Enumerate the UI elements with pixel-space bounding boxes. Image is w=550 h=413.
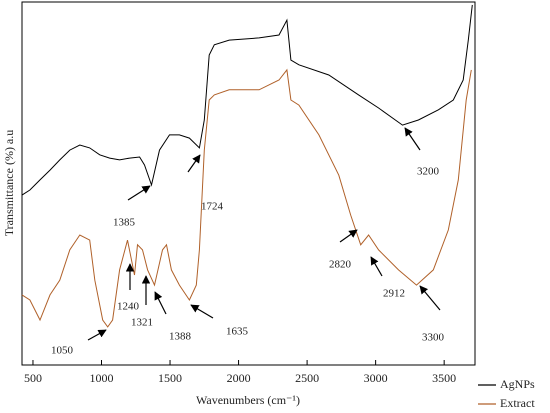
x-tick-label: 500 bbox=[24, 371, 42, 385]
annotation: 1321 bbox=[131, 317, 153, 329]
x-tick-label: 2000 bbox=[227, 371, 251, 385]
legend-label: Extract bbox=[500, 396, 535, 410]
annotation: 1635 bbox=[226, 326, 249, 338]
x-tick-label: 1500 bbox=[158, 371, 182, 385]
annotation: 2912 bbox=[383, 288, 405, 300]
annotation-arrow bbox=[419, 285, 441, 311]
annotation: 1385 bbox=[113, 217, 136, 229]
annotation: 2820 bbox=[329, 259, 352, 271]
annotation-arrow bbox=[154, 291, 167, 315]
annotation: 3200 bbox=[417, 166, 440, 178]
legend-label: AgNPs bbox=[500, 377, 535, 391]
x-tick-label: 3000 bbox=[364, 371, 388, 385]
annotation-arrow bbox=[339, 229, 358, 243]
x-tick-label: 1000 bbox=[89, 371, 113, 385]
x-tick-label: 3500 bbox=[432, 371, 456, 385]
annotation: 1050 bbox=[51, 345, 74, 357]
annotation: 3300 bbox=[422, 332, 445, 344]
annotation-arrow bbox=[187, 154, 201, 173]
annotation-arrow bbox=[404, 127, 421, 151]
x-tick-label: 2500 bbox=[295, 371, 319, 385]
annotation: 1388 bbox=[169, 331, 192, 343]
annotation: 1240 bbox=[117, 301, 140, 313]
annotation-arrow bbox=[87, 329, 107, 341]
annotation-arrow bbox=[127, 185, 151, 201]
x-axis-label: Wavenumbers (cm⁻¹) bbox=[196, 393, 300, 407]
series-line bbox=[21, 68, 472, 328]
annotation-arrow bbox=[190, 304, 214, 319]
y-axis-label: Transmittance (%) a.u bbox=[2, 130, 16, 237]
annotation: 1724 bbox=[201, 201, 224, 213]
series-line bbox=[21, 4, 473, 196]
plot-frame bbox=[21, 1, 476, 366]
annotation-arrow bbox=[370, 256, 383, 277]
